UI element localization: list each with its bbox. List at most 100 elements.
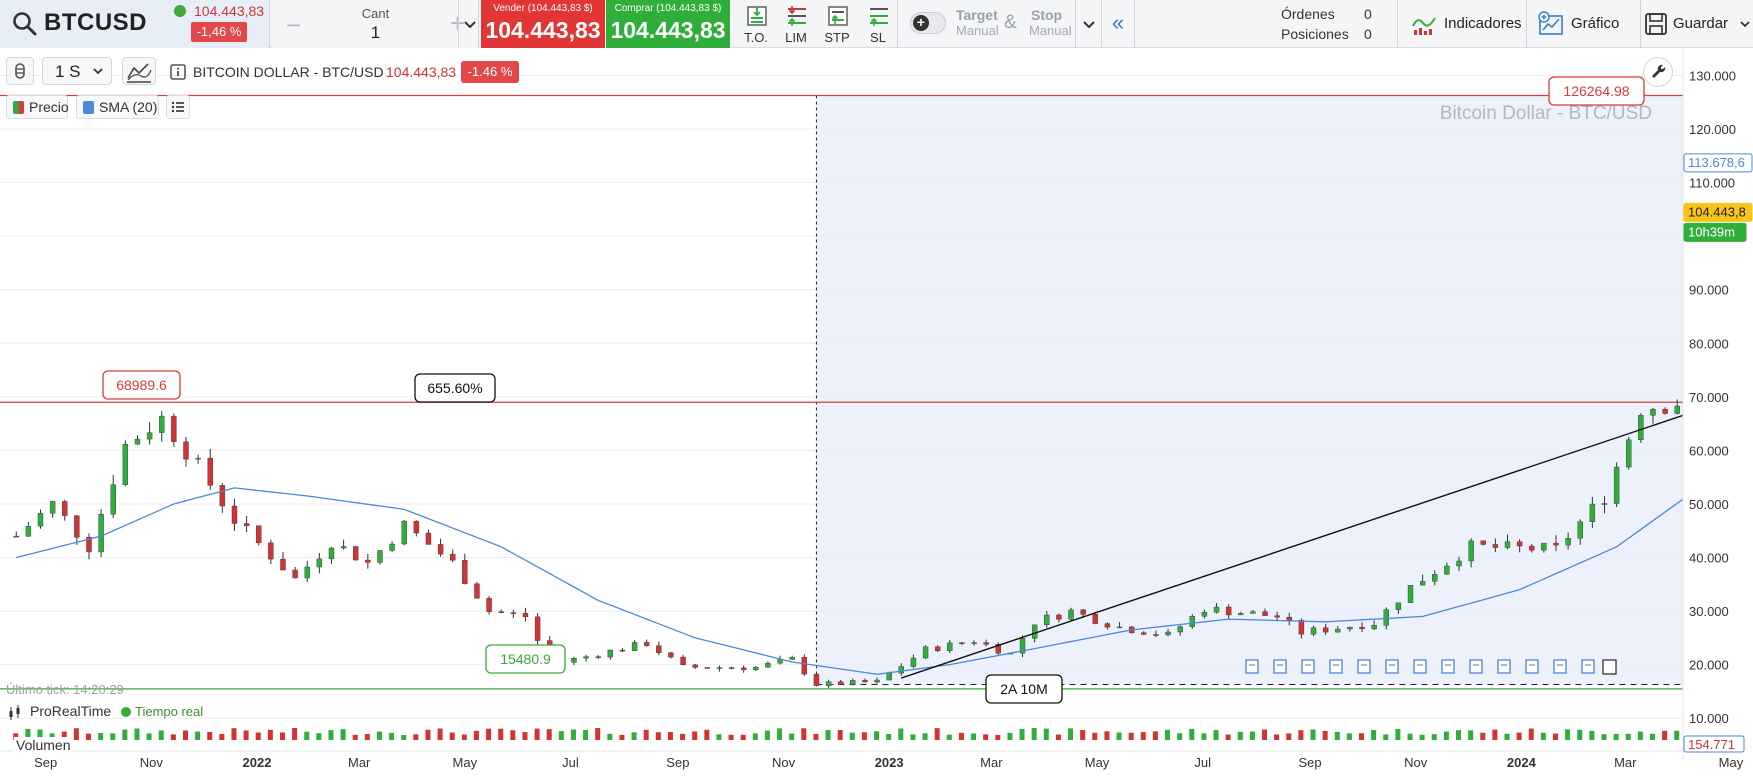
candle-body (1262, 611, 1268, 616)
volume-bar (522, 732, 528, 740)
time-axis-label: 2024 (1507, 755, 1537, 770)
save-button[interactable]: Guardar (1641, 0, 1753, 48)
volume-bar (534, 728, 540, 740)
volume-bar (98, 733, 104, 740)
chart-type-button[interactable] (122, 57, 156, 85)
volume-bar (971, 733, 977, 740)
volume-bar (983, 734, 989, 740)
qty-increase-button[interactable]: + (450, 8, 466, 38)
instrument-change-badge: -1.46 % (461, 61, 519, 83)
volume-bar (1116, 732, 1122, 740)
orders-label: Órdenes (1281, 6, 1335, 22)
timeframe-selector[interactable]: 1 S (42, 57, 112, 85)
volume-bar (922, 733, 928, 740)
search-icon[interactable] (12, 11, 38, 37)
save-label: Guardar (1673, 15, 1729, 32)
buy-button[interactable]: Comprar (104.443,83 $) 104.443,83 (606, 0, 730, 48)
candle-body (510, 612, 517, 614)
volume-bar (789, 733, 795, 740)
realtime-label: Tiempo real (135, 704, 204, 719)
candle-body (1298, 620, 1305, 635)
sell-button[interactable]: Vender (104.443,83 $) 104.443,83 (481, 0, 605, 48)
volume-bar (1019, 728, 1025, 740)
stop-order-button[interactable]: STP (818, 2, 856, 46)
limit-order-icon (788, 6, 806, 26)
qty-decrease-button[interactable]: − (286, 10, 302, 40)
volume-label: Volumen (14, 737, 73, 753)
level-label-high: 126264.98 (1563, 83, 1629, 99)
chevron-down-icon (464, 21, 476, 29)
candle-body (1662, 409, 1668, 414)
chevron-down-icon (1083, 21, 1095, 29)
stop-limit-order-button[interactable]: SL (859, 2, 897, 46)
candle-body (1322, 627, 1329, 633)
volume-bar (910, 734, 916, 740)
limit-order-button[interactable]: LIM (777, 2, 815, 46)
volume-bar (837, 730, 843, 740)
legend-list-button[interactable] (166, 95, 190, 119)
price-axis-tick-label: 20.000 (1689, 658, 1729, 673)
volume-bar (643, 729, 649, 740)
volume-bar (716, 734, 722, 740)
quantity-stepper[interactable]: − Cant 1 + (272, 0, 479, 48)
time-axis-label: May (1085, 755, 1110, 770)
candle-body (1650, 409, 1656, 416)
symbol-search-box[interactable]: BTCUSD 104.443,83 -1,46 % (0, 0, 270, 48)
volume-bar (376, 731, 382, 740)
volume-bar (304, 731, 310, 740)
collapse-panel-button[interactable]: « (1101, 0, 1135, 48)
volume-bar (1443, 731, 1449, 740)
candle-body (377, 550, 383, 563)
target-stop-toggle[interactable]: + (910, 12, 946, 34)
volume-bar (461, 734, 467, 740)
limit-order-label: LIM (785, 30, 807, 45)
volume-bar (1456, 730, 1462, 740)
volume-bar (1189, 728, 1195, 740)
qty-input[interactable]: 1 (370, 23, 381, 42)
volume-bar (1152, 731, 1158, 740)
brand-label: ProRealTime (30, 703, 112, 719)
legend-sma[interactable]: SMA (20) (76, 95, 159, 119)
candle-body (340, 546, 347, 549)
candle-body (1153, 634, 1159, 636)
candle-body (280, 558, 286, 571)
sma-line (16, 459, 1753, 675)
volume-bar (1225, 734, 1231, 740)
chart-button[interactable]: Gráfico (1527, 0, 1641, 48)
candle-body (219, 485, 226, 507)
candle-body (316, 558, 323, 568)
stop-label[interactable]: Stop (1031, 7, 1063, 23)
volume-bar (279, 732, 285, 740)
instrument-name: BITCOIN DOLLAR - BTC/USD (193, 64, 384, 80)
candle-body (1250, 611, 1256, 614)
candle-body (1456, 560, 1462, 567)
trendline (901, 391, 1753, 679)
target-label[interactable]: Target (956, 7, 998, 23)
volume-bar (437, 728, 443, 740)
candle-body (462, 559, 468, 585)
drawing-toggle-button[interactable] (6, 57, 34, 85)
chart-settings-button[interactable] (1643, 57, 1673, 87)
candle-body (450, 553, 456, 561)
indicators-button[interactable]: Indicadores (1398, 0, 1527, 48)
target-stop-dropdown[interactable] (1075, 0, 1101, 48)
info-icon[interactable] (170, 64, 186, 80)
candle-body (643, 642, 650, 646)
legend-price[interactable]: Precio (6, 95, 69, 119)
volume-bar (1310, 729, 1316, 740)
chevron-down-icon[interactable] (1739, 18, 1751, 30)
candle-body (934, 646, 941, 651)
info-marker-icon (1602, 659, 1617, 675)
volume-bar (413, 734, 419, 740)
market-order-button[interactable]: T.O. (737, 2, 775, 46)
volume-bar (486, 728, 492, 740)
candle-body (692, 664, 698, 668)
volume-bar (1662, 730, 1668, 740)
candle-body (25, 526, 32, 537)
orders-positions-summary[interactable]: Órdenes Posiciones 0 0 (1255, 0, 1398, 48)
ampersand: & (1004, 12, 1017, 33)
qty-dropdown-button[interactable] (458, 0, 480, 48)
volume-bar (255, 732, 261, 740)
qty-label: Cant (361, 6, 390, 21)
